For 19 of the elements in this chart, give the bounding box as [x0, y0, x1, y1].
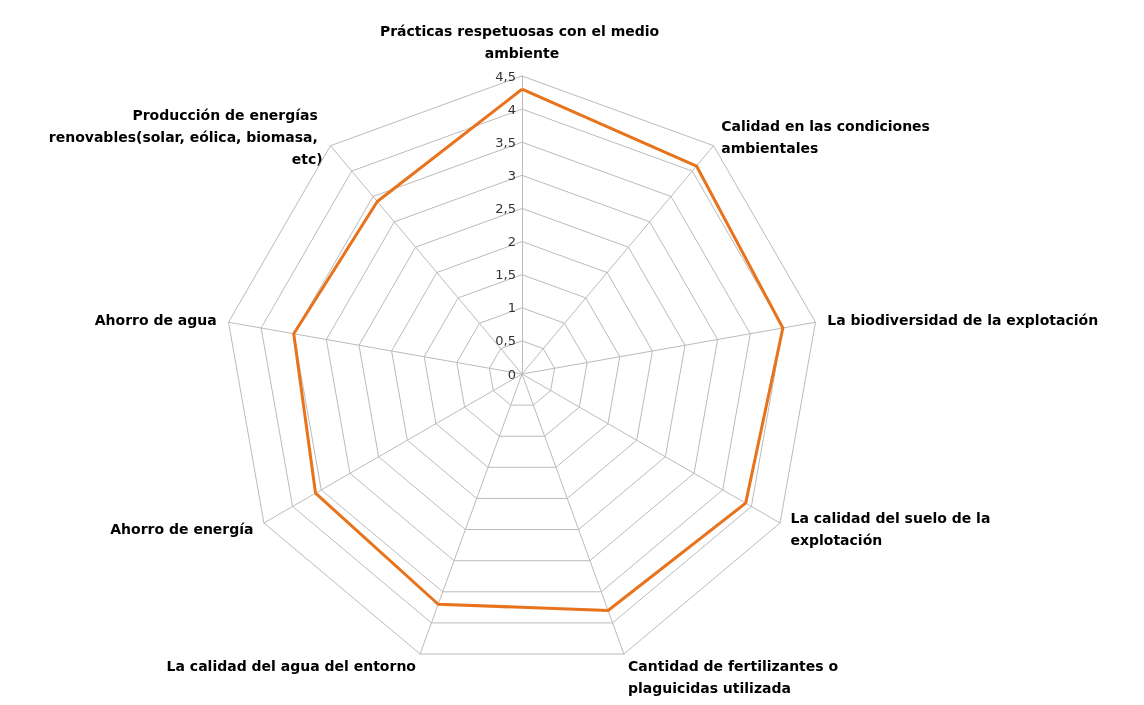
spoke-label: La calidad del agua del entorno [166, 658, 417, 675]
spoke-label: Ahorro de agua [94, 312, 217, 329]
y-tick-label: 3 [507, 167, 516, 183]
y-tick-label: 1,5 [495, 267, 516, 283]
spoke-label: Producción de energías renovables(solar, eólica, biomasa, etc) [48, 106, 323, 167]
y-tick-label: 0 [507, 366, 516, 382]
spoke-label: Cantidad de fertilizantes o plaguicidas utilizada [628, 658, 843, 697]
y-tick-label: 4 [507, 101, 516, 117]
spoke-label: Prácticas respetuosas con el medio ambiente [379, 23, 665, 61]
spoke-label: La calidad del suelo de la explotación [790, 510, 996, 548]
y-tick-label: 2 [507, 234, 516, 250]
spoke-label: Calidad en las condiciones ambientales [721, 117, 935, 156]
y-tick-label: 4,5 [495, 68, 516, 84]
y-tick-label: 3,5 [495, 134, 516, 150]
y-tick-label: 0,5 [495, 333, 516, 349]
y-tick-label: 1 [507, 300, 516, 316]
y-tick-label: 2,5 [495, 200, 516, 216]
spoke-label: Ahorro de energía [110, 521, 254, 537]
spoke-label: La biodiversidad de la explotación [827, 312, 1099, 329]
